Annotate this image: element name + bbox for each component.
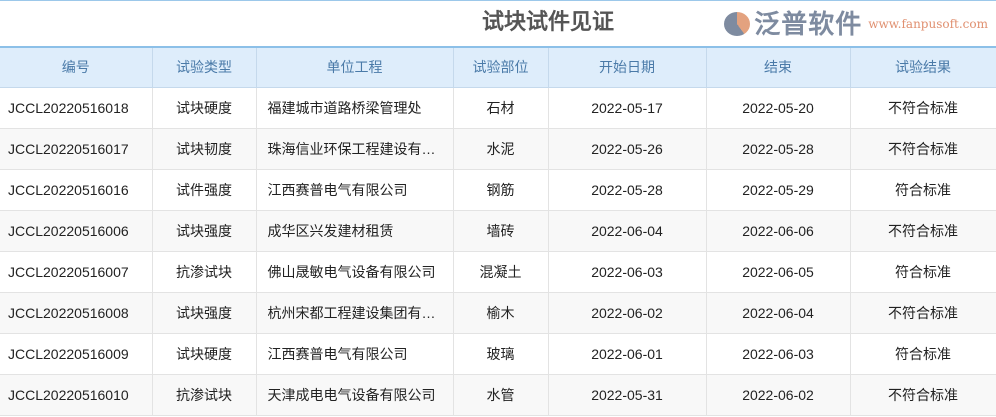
table-cell: 钢筋 xyxy=(453,169,549,211)
column-header[interactable]: 试验类型 xyxy=(152,47,257,88)
page-title: 试块试件见证 xyxy=(481,9,614,34)
table-cell: JCCL20220516008 xyxy=(0,292,153,334)
table-cell: JCCL20220516009 xyxy=(0,333,153,375)
table-cell: 玻璃 xyxy=(453,333,549,375)
table-row[interactable]: JCCL20220516008 试块强度 杭州宋都工程建设集团有… 榆木 2022-06… xyxy=(0,292,996,334)
table-cell: 2022-05-28 xyxy=(706,128,851,170)
table-row[interactable]: JCCL20220516010 抗渗试块 天津成电电气设备有限公司 水管 2022-05… xyxy=(0,374,996,416)
table-row[interactable]: JCCL20220516016 试件强度 江西赛普电气有限公司 钢筋 2022-05-2… xyxy=(0,169,996,211)
table-cell: 2022-06-03 xyxy=(548,251,707,293)
table-cell: 2022-06-02 xyxy=(548,292,707,334)
table-cell: 2022-05-17 xyxy=(548,87,707,129)
watermark-url: www.fanpusoft.com xyxy=(868,17,988,31)
table-cell: 抗渗试块 xyxy=(152,374,257,416)
table-cell: 2022-05-28 xyxy=(548,169,707,211)
table-cell: 江西赛普电气有限公司 xyxy=(256,169,454,211)
table-cell: 珠海信业环保工程建设有… xyxy=(256,128,454,170)
table-cell: 杭州宋都工程建设集团有… xyxy=(256,292,454,334)
table-cell: 水泥 xyxy=(453,128,549,170)
table-cell: 水管 xyxy=(453,374,549,416)
table-row[interactable]: JCCL20220516009 试块硬度 江西赛普电气有限公司 玻璃 2022-06-0… xyxy=(0,333,996,375)
table-row[interactable]: JCCL20220516006 试块强度 成华区兴发建材租赁 墙砖 2022-06-04… xyxy=(0,210,996,252)
table-cell: 符合标准 xyxy=(850,333,996,375)
table-cell: 成华区兴发建材租赁 xyxy=(256,210,454,252)
table-cell: 2022-06-06 xyxy=(706,210,851,252)
table-cell: 符合标准 xyxy=(850,251,996,293)
table-cell: 2022-05-26 xyxy=(548,128,707,170)
table-cell: 不符合标准 xyxy=(850,128,996,170)
table-cell: 试块硬度 xyxy=(152,87,257,129)
table-cell: JCCL20220516016 xyxy=(0,169,153,211)
table-cell: JCCL20220516017 xyxy=(0,128,153,170)
table-cell: 符合标准 xyxy=(850,169,996,211)
table-cell: 江西赛普电气有限公司 xyxy=(256,333,454,375)
table-cell: 石材 xyxy=(453,87,549,129)
table-cell: 2022-06-04 xyxy=(706,292,851,334)
table-cell: JCCL20220516018 xyxy=(0,87,153,129)
data-table: 编号 试验类型 单位工程 试验部位 开始日期 结束 试验结果 JCCL20220516018… xyxy=(0,46,996,416)
table-cell: JCCL20220516010 xyxy=(0,374,153,416)
table-cell: 不符合标准 xyxy=(850,87,996,129)
table-header: 编号 试验类型 单位工程 试验部位 开始日期 结束 试验结果 xyxy=(0,47,996,88)
table-cell: 试块强度 xyxy=(152,210,257,252)
table-cell: 试块韧度 xyxy=(152,128,257,170)
table-row[interactable]: JCCL20220516007 抗渗试块 佛山晟敏电气设备有限公司 混凝土 2022-0… xyxy=(0,251,996,293)
fanpu-logo-icon xyxy=(724,12,751,36)
table-cell: 天津成电电气设备有限公司 xyxy=(256,374,454,416)
table-cell: JCCL20220516006 xyxy=(0,210,153,252)
column-header[interactable]: 试验结果 xyxy=(850,47,996,88)
table-cell: 2022-05-29 xyxy=(706,169,851,211)
table-cell: 不符合标准 xyxy=(850,210,996,252)
table-cell: 抗渗试块 xyxy=(152,251,257,293)
column-header[interactable]: 开始日期 xyxy=(548,47,707,88)
column-header[interactable]: 单位工程 xyxy=(256,47,454,88)
table-cell: 2022-05-20 xyxy=(706,87,851,129)
table-cell: 2022-05-31 xyxy=(548,374,707,416)
table-cell: 福建城市道路桥梁管理处 xyxy=(256,87,454,129)
table-cell: 2022-06-01 xyxy=(548,333,707,375)
table-row[interactable]: JCCL20220516018 试块硬度 福建城市道路桥梁管理处 石材 2022-05-… xyxy=(0,87,996,129)
table-cell: 试件强度 xyxy=(152,169,257,211)
table-cell: 佛山晟敏电气设备有限公司 xyxy=(256,251,454,293)
table-cell: 试块硬度 xyxy=(152,333,257,375)
table-cell: 2022-06-04 xyxy=(548,210,707,252)
watermark: 泛普软件 www.fanpusoft.com xyxy=(724,5,988,43)
column-header[interactable]: 试验部位 xyxy=(453,47,549,88)
table-cell: 墙砖 xyxy=(453,210,549,252)
table-cell: 试块强度 xyxy=(152,292,257,334)
column-header[interactable]: 结束 xyxy=(706,47,851,88)
table-cell: JCCL20220516007 xyxy=(0,251,153,293)
table-cell: 榆木 xyxy=(453,292,549,334)
table-cell: 混凝土 xyxy=(453,251,549,293)
table-cell: 2022-06-02 xyxy=(706,374,851,416)
table-cell: 不符合标准 xyxy=(850,374,996,416)
table-cell: 2022-06-05 xyxy=(706,251,851,293)
watermark-text: 泛普软件 xyxy=(754,9,863,39)
table-cell: 2022-06-03 xyxy=(706,333,851,375)
table-row[interactable]: JCCL20220516017 试块韧度 珠海信业环保工程建设有… 水泥 2022-05… xyxy=(0,128,996,170)
table-cell: 不符合标准 xyxy=(850,292,996,334)
column-header[interactable]: 编号 xyxy=(0,47,153,88)
